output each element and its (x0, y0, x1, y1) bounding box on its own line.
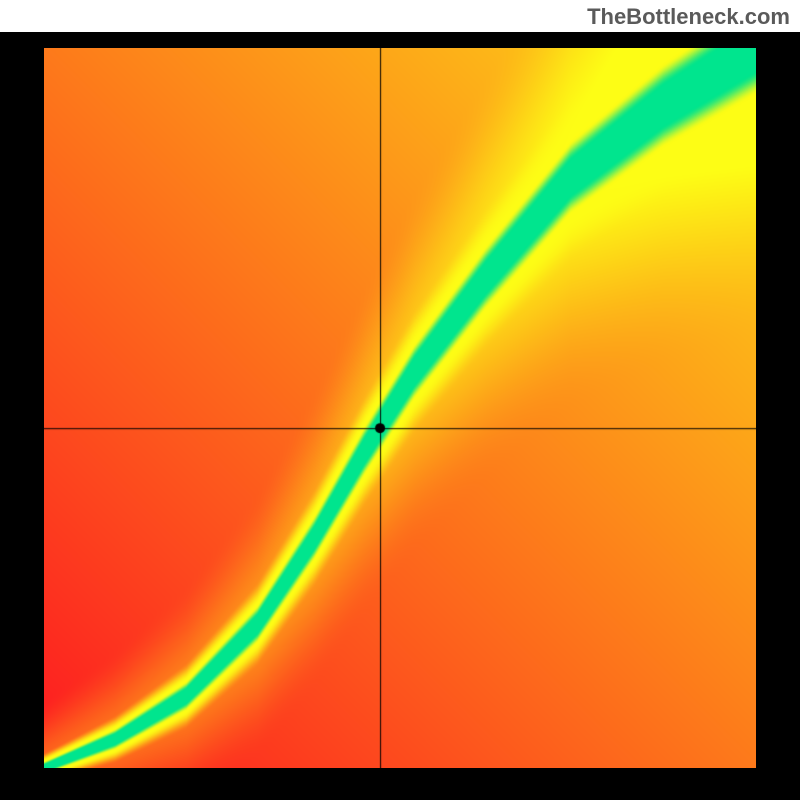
heatmap-canvas (44, 48, 756, 768)
chart-outer-frame (0, 32, 800, 800)
watermark-text: TheBottleneck.com (587, 4, 790, 30)
